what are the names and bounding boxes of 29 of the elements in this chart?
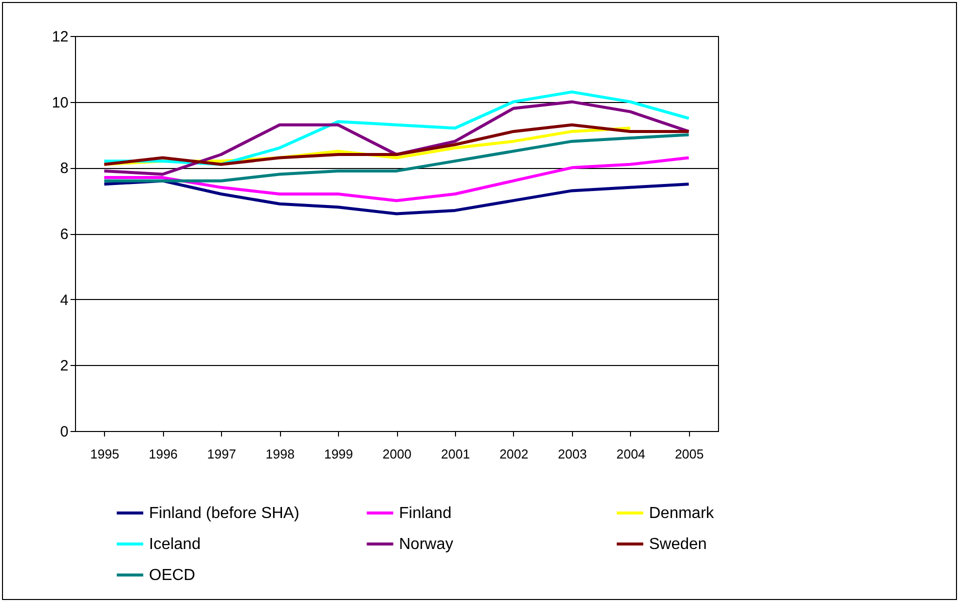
line-series	[102, 133, 690, 182]
legend-label: Sweden	[649, 536, 707, 553]
y-tick-label: 10	[52, 94, 68, 112]
legend-label: Iceland	[149, 536, 201, 553]
x-tick-label: 2002	[499, 446, 528, 462]
legend-label: Denmark	[649, 505, 715, 522]
y-tick-label: 4	[60, 292, 68, 309]
x-tick-label: 2005	[674, 446, 704, 462]
y-tick-label: 0	[60, 424, 68, 440]
x-tick-label: 1999	[324, 446, 354, 462]
legend-label: Finland	[399, 505, 452, 522]
x-tick-label: 1998	[266, 446, 295, 462]
x-tick-label: 2000	[382, 446, 412, 462]
x-tick-label: 2004	[616, 446, 646, 462]
x-tick-label: 1995	[90, 446, 120, 462]
line-series	[102, 156, 690, 202]
legend-label: Norway	[399, 536, 454, 553]
line-series	[102, 123, 690, 166]
x-tick-label: 1996	[148, 446, 178, 462]
y-tick-label: 2	[60, 358, 68, 375]
y-tick-label: 8	[60, 160, 68, 178]
legend-label: Finland (before SHA)	[149, 505, 300, 522]
x-tick-label: 2003	[558, 446, 587, 462]
line-series	[102, 100, 690, 176]
y-tick-label: 12	[52, 28, 68, 46]
x-tick-label: 2001	[440, 446, 470, 462]
x-tick-label: 1997	[207, 446, 236, 462]
y-tick-label: 6	[60, 226, 68, 243]
legend-label: OECD	[149, 567, 196, 584]
